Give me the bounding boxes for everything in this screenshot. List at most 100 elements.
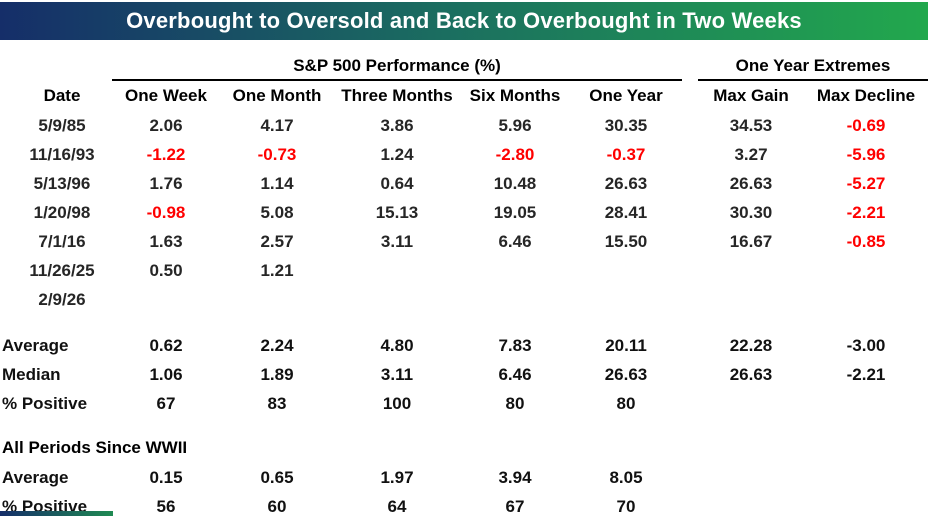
value-cell: 19.05 bbox=[493, 202, 537, 222]
value-cell bbox=[804, 256, 928, 285]
value-cell: -0.98 bbox=[146, 202, 186, 222]
group-gap bbox=[682, 46, 698, 80]
value-cell: 1.97 bbox=[380, 467, 414, 487]
column-gap bbox=[682, 256, 698, 285]
value-cell: 20.11 bbox=[605, 335, 647, 355]
value-cell bbox=[112, 285, 220, 314]
column-header-three-months: Three Months bbox=[341, 86, 453, 105]
date-cell: 5/13/96 bbox=[33, 173, 91, 193]
value-cell: 1.14 bbox=[260, 173, 294, 193]
wwii-section-label-cell: All Periods Since WWII bbox=[2, 438, 188, 457]
event-row: 5/13/96 1.76 1.14 0.64 10.48 26.63 26.63 -5.27 bbox=[0, 169, 928, 198]
value-cell bbox=[220, 285, 334, 314]
value-cell: 26.63 bbox=[604, 173, 648, 193]
column-gap bbox=[682, 169, 698, 198]
column-gap bbox=[682, 389, 698, 418]
column-header-one-month: One Month bbox=[232, 86, 322, 105]
value-cell: -2.21 bbox=[846, 202, 886, 222]
value-cell: 80 bbox=[616, 393, 636, 413]
column-gap bbox=[682, 360, 698, 389]
value-cell: 67 bbox=[156, 393, 176, 413]
value-cell: 30.30 bbox=[729, 202, 773, 222]
value-cell: 83 bbox=[267, 393, 287, 413]
value-cell bbox=[570, 285, 682, 314]
summary-row: Median 1.06 1.89 3.11 6.46 26.63 26.63 -2.21 bbox=[0, 360, 928, 389]
group-header-row: S&P 500 Performance (%) One Year Extreme… bbox=[0, 46, 928, 81]
value-cell: -3.00 bbox=[846, 335, 886, 355]
value-cell: 3.11 bbox=[380, 364, 414, 384]
value-cell bbox=[570, 256, 682, 285]
event-row: 11/16/93 -1.22 -0.73 1.24 -2.80 -0.37 3.27 -5.9… bbox=[0, 140, 928, 169]
event-row: 11/26/25 0.50 1.21 bbox=[0, 256, 928, 285]
value-cell: 15.50 bbox=[604, 231, 648, 251]
value-cell: 80 bbox=[505, 393, 525, 413]
value-cell: -0.73 bbox=[257, 144, 297, 164]
value-cell: 30.35 bbox=[604, 115, 648, 135]
value-cell bbox=[804, 492, 928, 521]
value-cell bbox=[698, 285, 804, 314]
value-cell: 0.62 bbox=[149, 335, 183, 355]
value-cell: 3.86 bbox=[380, 115, 414, 135]
column-header-six-months: Six Months bbox=[469, 86, 561, 105]
value-cell: 0.64 bbox=[380, 173, 414, 193]
value-cell: 3.11 bbox=[380, 231, 414, 251]
value-cell: -2.80 bbox=[495, 144, 535, 164]
value-cell: 1.76 bbox=[149, 173, 183, 193]
value-cell: 0.65 bbox=[260, 467, 294, 487]
value-cell bbox=[698, 256, 804, 285]
value-cell: -1.22 bbox=[146, 144, 186, 164]
summary-row: Average 0.62 2.24 4.80 7.83 20.11 22.28 -3.00 bbox=[0, 331, 928, 360]
value-cell: -0.37 bbox=[606, 144, 646, 164]
row-label: % Positive bbox=[2, 393, 88, 413]
column-gap bbox=[682, 111, 698, 140]
value-cell: 4.17 bbox=[260, 115, 294, 135]
column-gap bbox=[682, 198, 698, 227]
value-cell: 26.63 bbox=[604, 364, 648, 384]
value-cell: 8.05 bbox=[609, 467, 643, 487]
column-header-date: Date bbox=[43, 85, 81, 105]
column-header-max-gain: Max Gain bbox=[713, 86, 789, 105]
value-cell: 0.50 bbox=[149, 260, 183, 280]
spacer-row-cell bbox=[0, 314, 928, 331]
value-cell: 6.46 bbox=[498, 231, 532, 251]
value-cell: 5.96 bbox=[498, 115, 532, 135]
value-cell: 22.28 bbox=[729, 335, 773, 355]
date-cell: 1/20/98 bbox=[33, 202, 91, 222]
value-cell: 26.63 bbox=[729, 364, 773, 384]
value-cell bbox=[698, 389, 804, 418]
event-row: 2/9/26 bbox=[0, 285, 928, 314]
value-cell: 67 bbox=[505, 496, 525, 516]
column-gap bbox=[682, 463, 698, 492]
column-gap bbox=[682, 285, 698, 314]
column-gap bbox=[682, 331, 698, 360]
wwii-row: % Positive 56 60 64 67 70 bbox=[0, 492, 928, 521]
value-cell: -5.27 bbox=[846, 173, 886, 193]
performance-table: S&P 500 Performance (%) One Year Extreme… bbox=[0, 46, 928, 521]
value-cell: 5.08 bbox=[260, 202, 294, 222]
value-cell: 3.94 bbox=[498, 467, 532, 487]
value-cell: 56 bbox=[156, 496, 176, 516]
column-header-one-week: One Week bbox=[125, 86, 207, 105]
row-label: % Positive bbox=[2, 496, 88, 516]
value-cell: 1.21 bbox=[260, 260, 294, 280]
row-label: Median bbox=[2, 364, 61, 384]
value-cell: 60 bbox=[267, 496, 287, 516]
value-cell: 34.53 bbox=[729, 115, 773, 135]
value-cell: 64 bbox=[387, 496, 407, 516]
wwii-section-label: All Periods Since WWII bbox=[0, 418, 928, 463]
value-cell: 2.06 bbox=[149, 115, 183, 135]
value-cell: 100 bbox=[382, 393, 412, 413]
spacer-row bbox=[0, 314, 928, 331]
event-row: 5/9/85 2.06 4.17 3.86 5.96 30.35 34.53 -0.69 bbox=[0, 111, 928, 140]
value-cell: -5.96 bbox=[846, 144, 886, 164]
value-cell bbox=[334, 285, 460, 314]
value-cell: -0.69 bbox=[846, 115, 886, 135]
value-cell: 2.57 bbox=[260, 231, 294, 251]
value-cell bbox=[698, 463, 804, 492]
date-cell: 11/26/25 bbox=[29, 260, 95, 280]
row-label: Average bbox=[2, 335, 69, 355]
value-cell: 3.27 bbox=[734, 144, 768, 164]
value-cell bbox=[460, 285, 570, 314]
value-cell bbox=[804, 463, 928, 492]
value-cell: -0.85 bbox=[846, 231, 886, 251]
